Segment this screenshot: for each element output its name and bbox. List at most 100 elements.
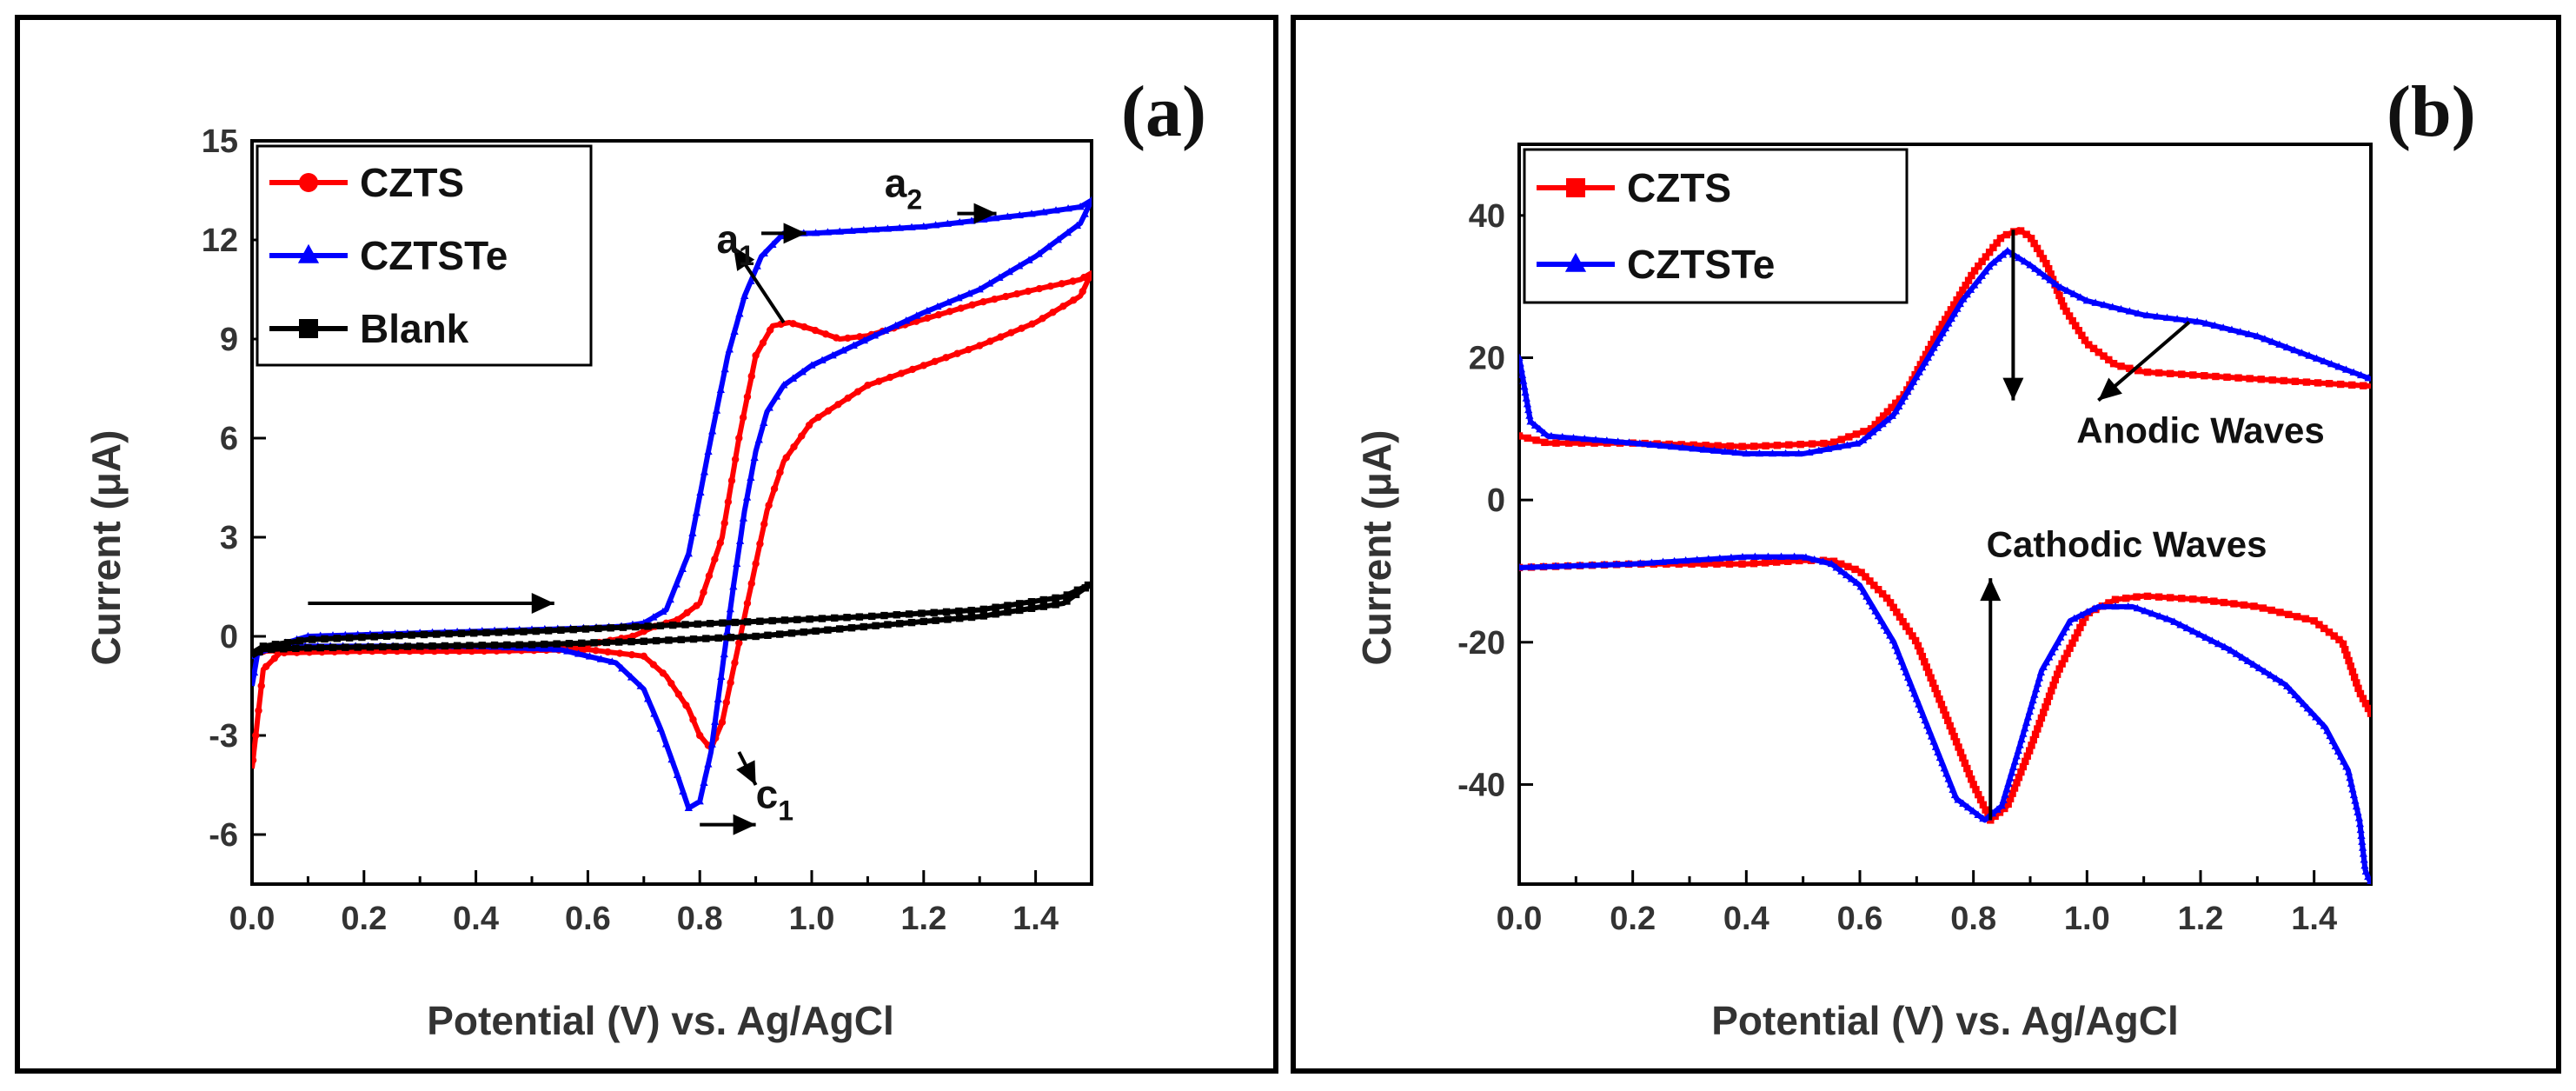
panel-a-point-blank	[793, 615, 801, 623]
panel-a-point-czts	[991, 295, 999, 303]
panel-a-point-blank	[743, 618, 752, 626]
panel-b-point-cztste-anodic	[1842, 441, 1852, 449]
panel-a-point-blank	[466, 642, 474, 649]
panel-a-point-cztste	[708, 427, 717, 435]
panel-a-point-blank	[370, 633, 378, 641]
panel-b-point-czts-anodic	[2065, 312, 2074, 320]
panel-b-point-czts-cathodic	[1882, 594, 1891, 602]
panel-b-point-cztste-cathodic	[1527, 562, 1536, 570]
panel-a-point-czts	[1018, 324, 1026, 332]
panel-a-point-blank	[740, 633, 747, 641]
panel-b-point-cztste-cathodic	[2214, 639, 2223, 648]
panel-a-arrow-head	[783, 223, 807, 244]
panel-b-point-cztste-anodic	[2275, 340, 2284, 348]
panel-b-point-cztste-cathodic	[2048, 648, 2056, 655]
panel-a-point-cztste	[847, 226, 856, 235]
panel-b-point-czts-cathodic	[1925, 669, 1933, 676]
panel-b-point-czts-cathodic	[1918, 652, 1927, 661]
panel-a-x-tick-label: 1.2	[900, 901, 946, 937]
panel-b-point-czts-cathodic	[2055, 665, 2063, 673]
panel-a-point-czts	[864, 382, 872, 389]
panel-b-point-czts-anodic	[2036, 249, 2044, 257]
panel-b-point-czts-anodic	[1916, 361, 1925, 369]
panel-b-point-czts-cathodic	[1942, 711, 1950, 719]
panel-b-point-czts-cathodic	[2367, 709, 2371, 717]
panel-b-point-cztste-cathodic	[2133, 603, 2141, 612]
panel-b-point-cztste-anodic	[2290, 345, 2299, 354]
panel-a-point-blank	[956, 615, 964, 622]
panel-a-point-blank	[806, 615, 813, 623]
panel-b-point-czts-cathodic	[2133, 593, 2141, 601]
panel-a-point-czts	[1039, 315, 1046, 323]
panel-b-point-czts-cathodic	[2028, 742, 2035, 749]
panel-b-point-cztste-anodic	[2056, 283, 2065, 291]
panel-a-point-blank	[831, 614, 839, 622]
panel-b-point-czts-cathodic	[2022, 757, 2029, 766]
panel-a-legend-label: CZTS	[360, 160, 464, 205]
panel-b-point-czts-cathodic	[1959, 754, 1967, 762]
panel-a-point-czts	[674, 690, 683, 698]
panel-b-arrow-head	[2002, 377, 2024, 401]
panel-a-point-cztste	[1080, 210, 1089, 217]
panel-a-point-cztste	[995, 273, 1004, 281]
panel-b-point-cztste-cathodic	[1993, 805, 2002, 813]
panel-b-point-czts-cathodic	[1700, 560, 1709, 568]
panel-b-point-cztste-anodic	[2210, 321, 2219, 329]
panel-a-point-czts	[1028, 320, 1036, 328]
panel-b-point-czts-anodic	[1564, 439, 1573, 447]
panel-b-point-cztste-anodic	[2244, 329, 2254, 337]
panel-b-point-cztste-anodic	[1636, 439, 1644, 447]
panel-a-point-cztste	[753, 262, 761, 269]
panel-a-point-blank	[470, 629, 478, 637]
panel-a-point-czts	[814, 413, 822, 422]
panel-b-point-czts-cathodic	[1761, 559, 1769, 567]
panel-b-point-cztste-cathodic	[1922, 721, 1932, 729]
panel-a-point-czts	[1024, 287, 1032, 296]
panel-a-point-cztste	[644, 695, 653, 702]
panel-a-point-blank	[632, 622, 640, 631]
panel-b-point-cztste-anodic	[1678, 443, 1687, 451]
panel-b-point-cztste-anodic	[1624, 438, 1634, 446]
panel-b-point-cztste-cathodic	[2010, 757, 2020, 765]
panel-a-point-blank	[541, 640, 548, 649]
panel-a-point-blank	[283, 639, 292, 647]
panel-b-point-cztste-cathodic	[1802, 553, 1810, 561]
panel-a-point-czts	[766, 326, 774, 334]
panel-a-point-blank	[930, 609, 938, 616]
panel-b-point-cztste-cathodic	[2320, 722, 2328, 729]
panel-b-point-czts-anodic	[1677, 441, 1685, 449]
panel-a-point-cztste	[780, 381, 788, 389]
panel-b-point-cztste-cathodic	[2028, 695, 2037, 704]
panel-a-point-blank	[420, 630, 428, 639]
panel-a-point-czts	[455, 647, 463, 655]
panel-b-point-czts-anodic	[1968, 271, 1975, 280]
panel-b-point-czts-cathodic	[1870, 582, 1878, 589]
panel-b-point-czts-cathodic	[2058, 660, 2066, 668]
panel-b-point-czts-cathodic	[1875, 586, 1882, 594]
panel-a-point-cztste	[659, 607, 667, 615]
panel-a-point-blank	[1004, 608, 1012, 616]
panel-b-point-czts-cathodic	[1927, 674, 1935, 682]
panel-b-point-cztste-cathodic	[2019, 729, 2028, 737]
panel-b-point-czts-anodic	[2089, 344, 2098, 353]
panel-b-point-cztste-cathodic	[2307, 708, 2316, 716]
panel-b-point-czts-cathodic	[2008, 789, 2016, 797]
panel-a-point-cztste	[700, 468, 709, 476]
panel-b-point-cztste-cathodic	[1902, 668, 1910, 675]
panel-a-point-czts	[252, 731, 260, 740]
panel-a-point-blank	[333, 635, 341, 642]
panel-a-point-czts	[821, 330, 830, 338]
panel-b-point-cztste-cathodic	[1588, 561, 1597, 569]
panel-a-point-blank	[764, 631, 772, 639]
panel-a-point-blank	[880, 611, 888, 620]
panel-a-point-cztste	[860, 336, 868, 344]
panel-b-point-cztste-anodic	[1689, 444, 1697, 452]
panel-b-point-cztste-cathodic	[1997, 801, 2006, 809]
panel-a-point-cztste	[1025, 256, 1033, 263]
panel-b-point-cztste-cathodic	[1942, 769, 1951, 777]
panel-b-point-cztste-cathodic	[2315, 717, 2325, 725]
panel-a-point-czts	[468, 647, 476, 655]
panel-a-x-tick-label: 0.8	[677, 901, 723, 937]
panel-a-point-czts	[1069, 277, 1077, 285]
panel-a-point-blank	[515, 641, 523, 649]
